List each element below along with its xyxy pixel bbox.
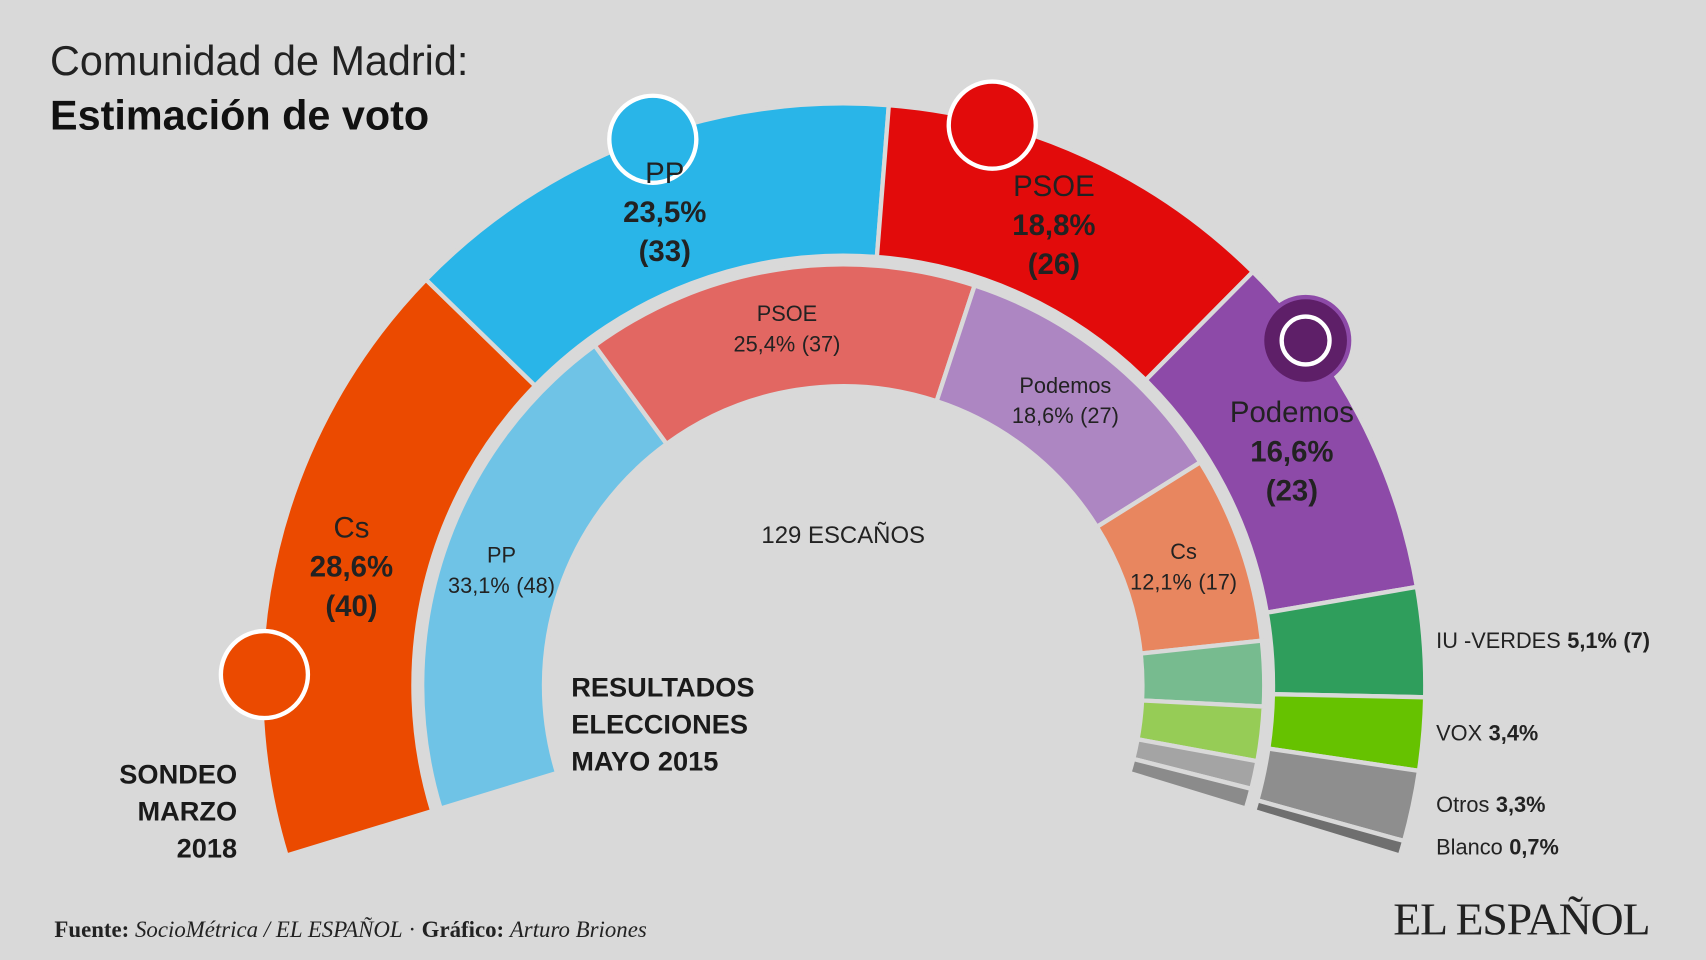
podemos-logo (1259, 294, 1352, 387)
label-name: VOX (1436, 721, 1483, 746)
label-value: 0,7% (1509, 835, 1559, 860)
segment-label: Blanco 0,7% (1436, 836, 1559, 861)
segment-label: Cs 12,1% (17) (1130, 537, 1237, 598)
label-value: 3,3% (1495, 793, 1546, 818)
segment (420, 342, 670, 812)
label-seats: (17) (1198, 571, 1238, 596)
segment-label: PP 23,5% (33) (623, 153, 706, 271)
label-seats: (33) (638, 234, 691, 268)
label-value: 25,4% (733, 332, 796, 357)
label-value: 12,1% (1130, 571, 1192, 596)
podemos-logo-ring (1279, 314, 1332, 367)
label-value: 33,1% (448, 574, 510, 599)
label-name: PSOE (756, 302, 818, 327)
psoe-logo (946, 79, 1038, 171)
label-name: Podemos (1229, 396, 1354, 429)
label-name: PSOE (1013, 169, 1095, 203)
label-seats: (26) (1027, 248, 1081, 281)
segment-label: PSOE 18,8% (26) (1012, 167, 1095, 285)
label-name: Blanco (1436, 835, 1503, 860)
ring-name: RESULTADOS ELECCIONES MAYO 2015 (571, 672, 755, 777)
label-name: PP (645, 156, 685, 190)
footer-graphic: Arturo Briones (509, 916, 647, 943)
ring-name: SONDEO MARZO 2018 (119, 759, 238, 864)
segment-label: IU -VERDES 5,1% (7) (1436, 629, 1650, 654)
label-seats: (7) (1623, 629, 1650, 654)
label-seats: (48) (516, 574, 555, 599)
label-value: 18,6% (1011, 405, 1074, 430)
label-value: 16,6% (1250, 435, 1334, 469)
label-name: Cs (333, 510, 370, 544)
segment-label: PP 33,1% (48) (448, 541, 555, 602)
label-seats: (23) (1265, 474, 1319, 508)
label-value: 23,5% (623, 195, 707, 229)
segment-label: Podemos 18,6% (27) (1012, 372, 1119, 433)
footer: Fuente: SocioMétrica / EL ESPAÑOL · Gráf… (54, 916, 646, 943)
segment-label: Otros 3,3% (1436, 794, 1545, 819)
segment (1126, 756, 1255, 812)
chart-title: Comunidad de Madrid: (50, 39, 469, 85)
segment (1251, 797, 1407, 859)
cs-logo (218, 628, 311, 721)
label-seats: (37) (801, 332, 841, 357)
brand: EL ESPAÑOL (1393, 895, 1650, 946)
label-name: IU -VERDES (1436, 629, 1561, 654)
label-name: Otros (1436, 793, 1490, 818)
label-value: 3,4% (1488, 721, 1539, 746)
label-seats: (27) (1080, 405, 1119, 430)
label-name: PP (486, 544, 517, 569)
center-label: 129 ESCAÑOS (761, 521, 926, 549)
label-value: 5,1% (1567, 629, 1617, 654)
label-seats: (40) (325, 589, 378, 622)
label-value: 18,8% (1012, 209, 1096, 242)
footer-label: Gráfico: (421, 916, 505, 943)
segment-label: Podemos 16,6% (23) (1230, 393, 1354, 511)
label-value: 28,6% (309, 550, 394, 583)
label-name: Podemos (1019, 374, 1112, 399)
footer-label: Fuente: (54, 916, 130, 943)
footer-separator: · (408, 916, 416, 943)
party-logos (218, 79, 1352, 721)
label-name: Cs (1170, 540, 1197, 565)
segment-label: Cs 28,6% (40) (310, 508, 393, 626)
chart-subtitle: Estimación de voto (50, 93, 430, 140)
footer-source: SocioMétrica / EL ESPAÑOL (134, 916, 403, 943)
segment-label: VOX 3,4% (1436, 722, 1538, 747)
segment-label: PSOE 25,4% (37) (733, 299, 840, 360)
pp-logo (607, 93, 699, 185)
segment (1138, 638, 1267, 709)
